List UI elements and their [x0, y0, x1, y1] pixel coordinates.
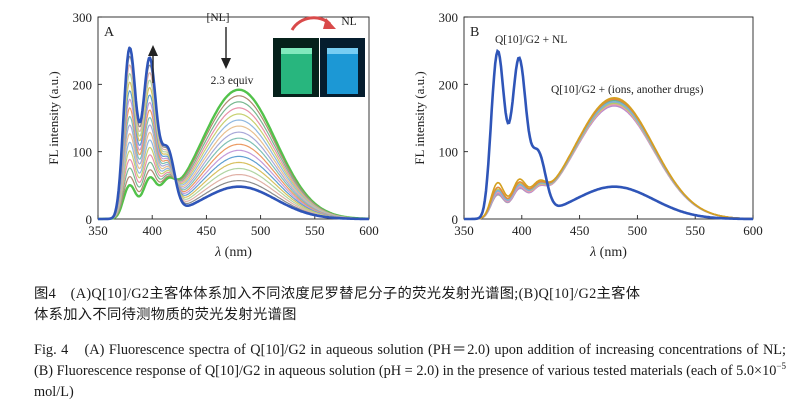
- nl-label: [NL]: [207, 12, 230, 24]
- y-tick-label: 0: [86, 212, 93, 227]
- x-tick-label: 350: [454, 223, 474, 238]
- series-label-others: Q[10]/G2 + (ions, another drugs): [551, 84, 704, 96]
- vial-right-rim: [327, 48, 358, 54]
- series-group: [97, 46, 370, 221]
- panel-b: 350 400 450 500 550 600 0 100 200 300 λ (nm) FL int…: [412, 10, 763, 260]
- panel-label: B: [470, 25, 479, 40]
- panel-label: A: [104, 25, 115, 40]
- series-group: [464, 48, 754, 221]
- caption-english: Fig. 4 (A) Fluorescence spectra of Q[10]…: [34, 340, 786, 403]
- spectrum-line: [97, 46, 370, 221]
- plot-frame: [463, 16, 754, 220]
- plot-frame: [97, 16, 370, 220]
- y-tick-label: 200: [73, 77, 93, 92]
- x-axis-symbol: λ: [214, 245, 221, 260]
- caption-english-unit: mol/L): [34, 384, 74, 400]
- series-label-nl: Q[10]/G2 + NL: [495, 34, 567, 46]
- vial-left-rim: [281, 48, 312, 54]
- y-tick-label: 0: [452, 212, 459, 227]
- y-tick-label: 300: [439, 10, 459, 25]
- x-tick-label: 600: [743, 223, 763, 238]
- y-axis-label: FL intensity (a.u.): [412, 71, 427, 164]
- y-tick-label: 100: [73, 145, 93, 160]
- x-tick-label: 450: [197, 223, 217, 238]
- inset-photo: [273, 38, 365, 97]
- caption-chinese-line2: 体系加入不同待测物质的荧光发射光谱图: [34, 307, 297, 323]
- caption-chinese-line1: 图4 (A)Q[10]/G2主客体体系加入不同浓度尼罗替尼分子的荧光发射光谱图;…: [34, 286, 641, 302]
- x-axis-unit: (nm): [596, 245, 627, 260]
- x-tick-label: 550: [685, 223, 705, 238]
- x-tick-label: 550: [305, 223, 325, 238]
- spectrum-line-others: [464, 96, 754, 220]
- y-tick-label: 300: [73, 10, 93, 25]
- equiv-label: 2.3 equiv: [211, 75, 254, 87]
- x-tick-label: 350: [88, 223, 108, 238]
- nl-inset-label: NL: [341, 16, 356, 28]
- conversion-arrow-head: [323, 18, 336, 29]
- spectrum-line: [98, 90, 369, 220]
- increase-arrow-head: [148, 45, 158, 56]
- x-axis-label: λ (nm): [214, 245, 252, 260]
- spectrum-line-nl: [464, 48, 753, 221]
- caption-english-exponent: −5: [776, 361, 786, 372]
- x-tick-label: 600: [359, 223, 379, 238]
- vial-right: [327, 48, 358, 94]
- nl-arrow-head: [221, 58, 231, 69]
- panel-a: 350 400 450 500 550 600 0 100 200 300 λ (nm) FL int…: [46, 10, 379, 260]
- x-axis-symbol: λ: [589, 245, 596, 260]
- x-tick-label: 450: [570, 223, 590, 238]
- x-tick-label: 500: [251, 223, 271, 238]
- y-tick-label: 200: [439, 77, 459, 92]
- x-tick-label: 500: [628, 223, 648, 238]
- x-tick-label: 400: [142, 223, 162, 238]
- x-axis-label: λ (nm): [589, 245, 627, 260]
- y-axis-label: FL intensity (a.u.): [46, 71, 61, 164]
- caption-chinese: 图4 (A)Q[10]/G2主客体体系加入不同浓度尼罗替尼分子的荧光发射光谱图;…: [34, 284, 786, 326]
- caption-english-text: Fig. 4 (A) Fluorescence spectra of Q[10]…: [34, 342, 786, 379]
- x-tick-label: 400: [512, 223, 532, 238]
- y-tick-label: 100: [439, 145, 459, 160]
- spectra-figure: 350 400 450 500 550 600 0 100 200 300 λ (nm) FL int…: [46, 10, 763, 260]
- vial-left: [281, 48, 312, 94]
- x-axis-unit: (nm): [221, 245, 252, 260]
